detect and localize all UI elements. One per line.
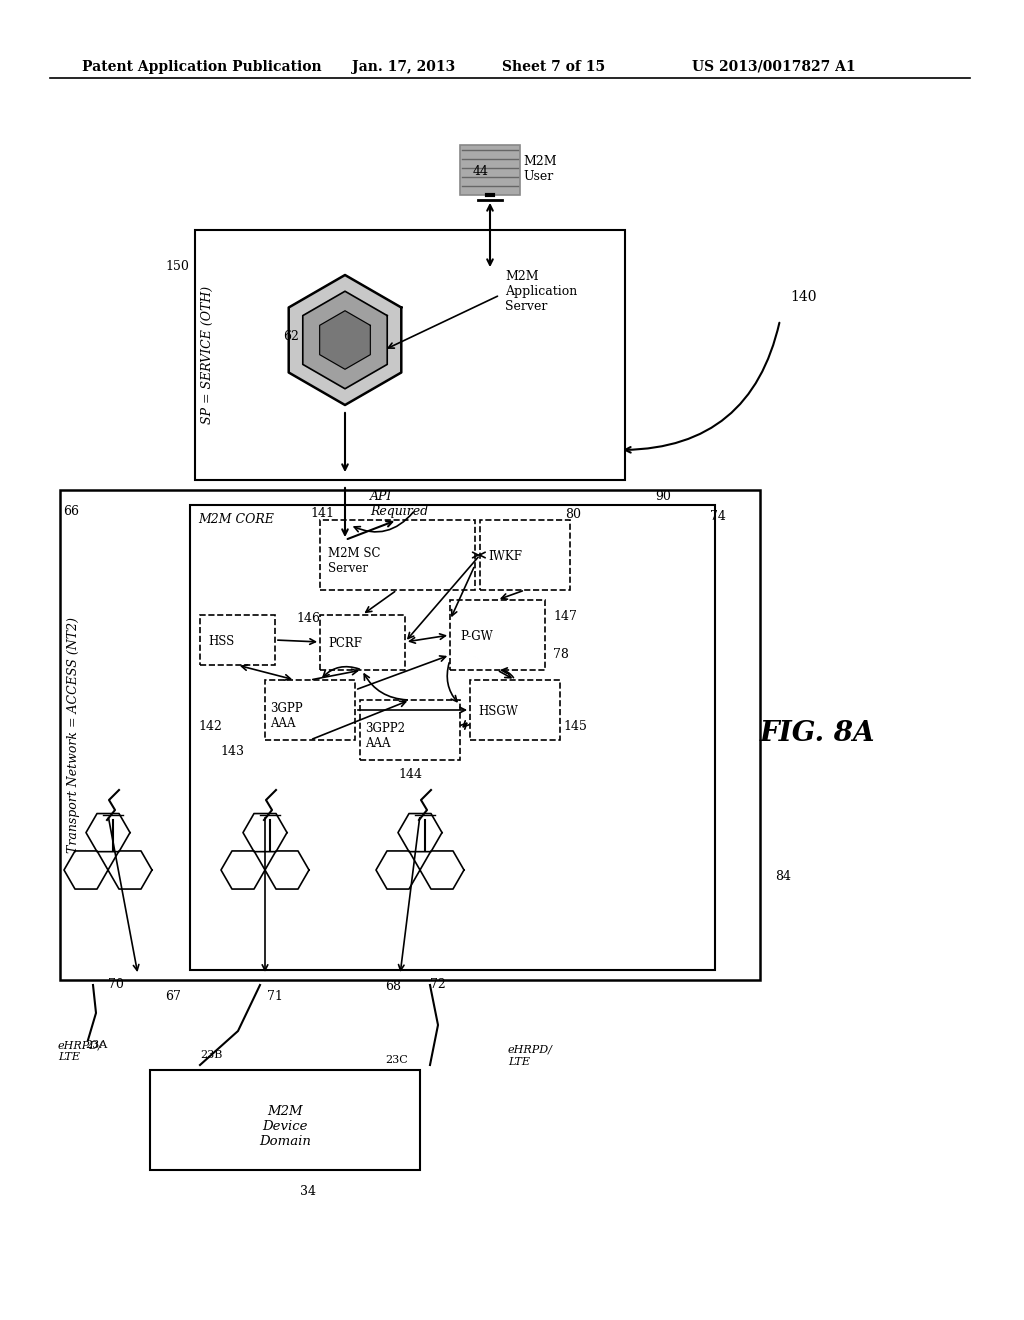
Text: 3GPP2
AAA: 3GPP2 AAA [365, 722, 406, 750]
Bar [460, 145, 520, 195]
Text: M2M
Device
Domain: M2M Device Domain [259, 1105, 311, 1148]
Bar [319, 520, 475, 590]
Polygon shape [319, 310, 371, 370]
Bar [470, 680, 560, 741]
Text: 62: 62 [283, 330, 299, 343]
Text: 67: 67 [165, 990, 181, 1003]
Text: 142: 142 [198, 719, 222, 733]
Text: 34: 34 [300, 1185, 316, 1199]
Bar [360, 700, 460, 760]
Text: HSGW: HSGW [478, 705, 518, 718]
Text: M2M SC
Server: M2M SC Server [328, 546, 381, 576]
Text: 3GPP
AAA: 3GPP AAA [270, 702, 303, 730]
Text: 147: 147 [553, 610, 577, 623]
Text: P-GW: P-GW [460, 630, 493, 643]
Bar [200, 615, 275, 665]
Text: 44: 44 [473, 165, 489, 178]
Text: M2M
User: M2M User [523, 154, 557, 183]
Bar [150, 1071, 420, 1170]
Text: 66: 66 [63, 506, 79, 517]
Text: M2M
Application
Server: M2M Application Server [505, 271, 578, 313]
Text: 150: 150 [165, 260, 188, 273]
Text: API
Required: API Required [370, 490, 428, 517]
Polygon shape [303, 292, 387, 389]
Text: US 2013/0017827 A1: US 2013/0017827 A1 [692, 59, 856, 74]
Bar [319, 615, 406, 671]
Text: FIG. 8A: FIG. 8A [760, 719, 876, 747]
Bar [195, 230, 625, 480]
Text: eHRPD/
LTE: eHRPD/ LTE [508, 1045, 553, 1067]
Text: Sheet 7 of 15: Sheet 7 of 15 [502, 59, 605, 74]
Text: 90: 90 [655, 490, 671, 503]
Text: M2M CORE: M2M CORE [198, 513, 273, 525]
Text: 23B: 23B [200, 1049, 222, 1060]
Text: 140: 140 [790, 290, 816, 304]
Bar [480, 520, 570, 590]
Text: 146: 146 [296, 612, 319, 624]
Text: 23A: 23A [85, 1040, 108, 1049]
Text: PCRF: PCRF [328, 638, 362, 649]
Text: 23C: 23C [385, 1055, 408, 1065]
Text: 78: 78 [553, 648, 569, 661]
Text: 68: 68 [385, 979, 401, 993]
Text: 144: 144 [398, 768, 422, 781]
Text: 145: 145 [563, 719, 587, 733]
Text: SP = SERVICE (OTH): SP = SERVICE (OTH) [201, 286, 213, 424]
Text: 74: 74 [710, 510, 726, 523]
Text: 84: 84 [775, 870, 791, 883]
Text: 80: 80 [565, 508, 581, 521]
Text: HSS: HSS [208, 635, 234, 648]
Bar [60, 490, 760, 979]
Text: Jan. 17, 2013: Jan. 17, 2013 [352, 59, 456, 74]
Bar [450, 601, 545, 671]
Text: 70: 70 [108, 978, 124, 991]
Text: 72: 72 [430, 978, 445, 991]
Text: eHRPD/
LTE: eHRPD/ LTE [58, 1040, 102, 1061]
Polygon shape [289, 275, 401, 405]
Text: Patent Application Publication: Patent Application Publication [82, 59, 322, 74]
Text: IWKF: IWKF [488, 550, 522, 564]
Text: 141: 141 [310, 507, 334, 520]
Text: Transport Network = ACCESS (NT2): Transport Network = ACCESS (NT2) [68, 616, 81, 853]
Text: 71: 71 [267, 990, 283, 1003]
Bar [190, 506, 715, 970]
Bar [265, 680, 355, 741]
Text: 143: 143 [220, 744, 244, 758]
